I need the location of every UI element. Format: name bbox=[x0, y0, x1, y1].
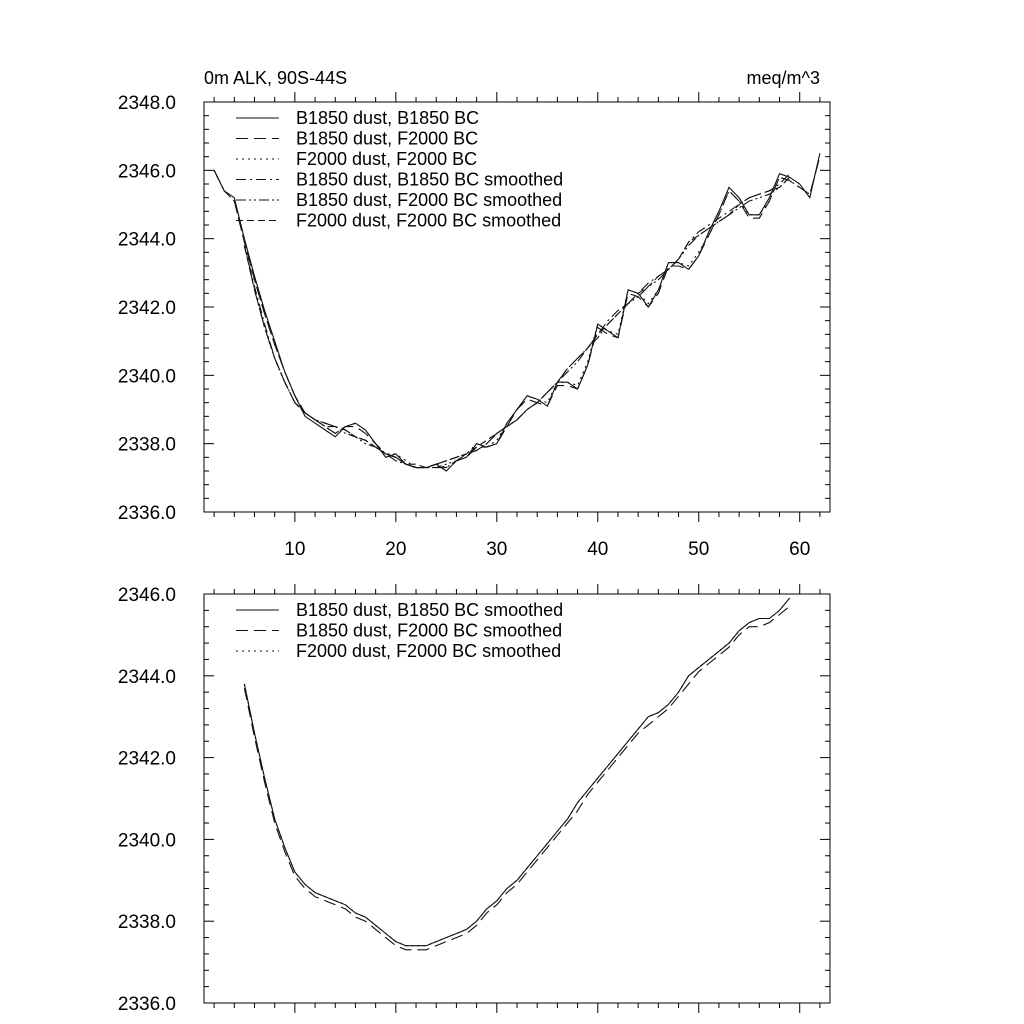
x-tick-label: 50 bbox=[688, 539, 709, 560]
y-tick-label: 2338.0 bbox=[118, 435, 176, 456]
legend-entry: B1850 dust, F2000 BC bbox=[296, 129, 478, 149]
legend-entry: B1850 dust, F2000 BC smoothed bbox=[296, 621, 562, 641]
legend-entry: B1850 dust, B1850 BC smoothed bbox=[296, 170, 563, 190]
series-line-4 bbox=[243, 173, 790, 469]
y-tick-label: 2340.0 bbox=[118, 366, 176, 387]
legend-entry: B1850 dust, F2000 BC smoothed bbox=[296, 190, 562, 210]
y-tick-label: 2342.0 bbox=[118, 749, 176, 770]
bottom-panel: 2336.0 2338.0 2340.0 2342.0 2344.0 2346.0 B185… bbox=[118, 584, 831, 1015]
x-tick-label: 60 bbox=[789, 539, 810, 560]
units-label: meq/m^3 bbox=[747, 68, 820, 88]
legend-entry: F2000 dust, F2000 BC smoothed bbox=[296, 211, 561, 231]
x-tick-label: 30 bbox=[486, 539, 507, 560]
y-tick-label: 2342.0 bbox=[118, 298, 176, 319]
y-tick-label: 2348.0 bbox=[118, 93, 176, 114]
y-tick-label: 2346.0 bbox=[118, 161, 176, 182]
series-line-6 bbox=[243, 176, 790, 469]
legend-entry: B1850 dust, B1850 BC smoothed bbox=[296, 600, 563, 620]
legend-entry: F2000 dust, F2000 BC smoothed bbox=[296, 641, 561, 661]
legend-entry: F2000 dust, F2000 BC bbox=[296, 149, 477, 169]
x-tick-label: 20 bbox=[385, 539, 406, 560]
chart-title: 0m ALK, 90S-44S bbox=[204, 68, 347, 88]
legend-entry: B1850 dust, B1850 BC bbox=[296, 108, 479, 128]
x-tick-label: 10 bbox=[284, 539, 305, 560]
y-tick-label: 2340.0 bbox=[118, 830, 176, 851]
top-panel: 2336.0 2338.0 2340.0 2342.0 2344.0 2346.0 2348… bbox=[118, 68, 831, 560]
x-tick-label: 40 bbox=[587, 539, 608, 560]
y-tick-label: 2344.0 bbox=[118, 230, 176, 251]
y-tick-label: 2344.0 bbox=[118, 667, 176, 688]
y-tick-label: 2346.0 bbox=[118, 585, 176, 606]
y-tick-label: 2336.0 bbox=[118, 994, 176, 1015]
series-line-3 bbox=[213, 156, 821, 469]
y-tick-label: 2336.0 bbox=[118, 503, 176, 524]
y-tick-label: 2338.0 bbox=[118, 912, 176, 933]
series-line-1 bbox=[243, 597, 791, 947]
series-line-2 bbox=[243, 605, 790, 951]
